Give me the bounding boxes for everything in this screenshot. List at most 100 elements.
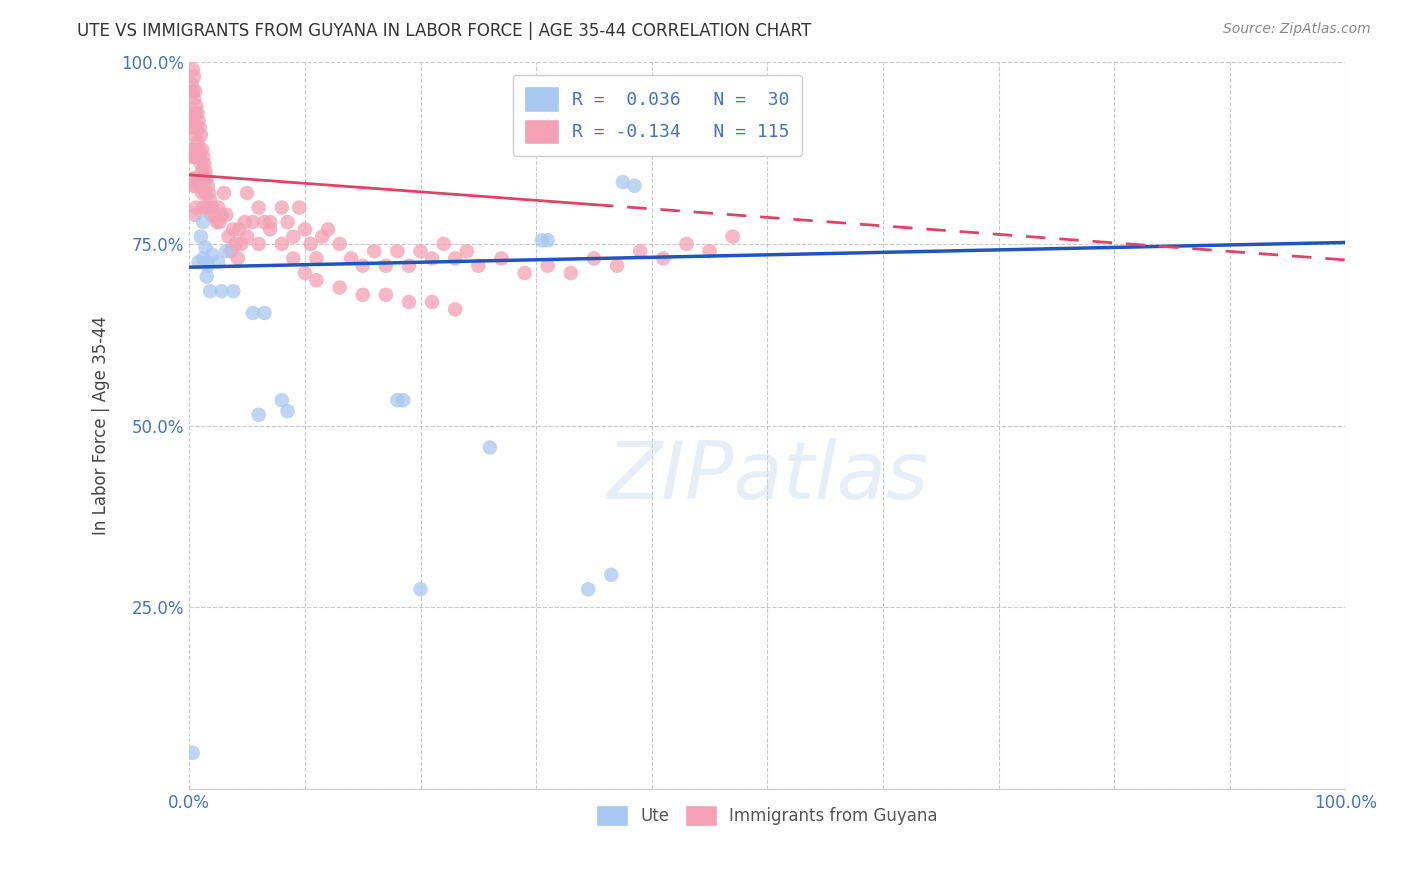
Point: [294, 222, 316, 236]
Point: [198, 284, 221, 298]
Point: [259, 215, 281, 229]
Point: [467, 259, 489, 273]
Point: [420, 295, 443, 310]
Point: [183, 91, 205, 105]
Point: [195, 171, 218, 186]
Point: [253, 215, 276, 229]
Point: [183, 70, 205, 84]
Point: [180, 77, 202, 91]
Point: [374, 259, 396, 273]
Point: [433, 236, 456, 251]
Point: [444, 302, 467, 317]
Point: [181, 113, 204, 128]
Point: [184, 208, 207, 222]
Point: [231, 236, 253, 251]
Point: [179, 106, 201, 120]
Point: [184, 128, 207, 142]
Point: [652, 252, 675, 266]
Point: [277, 404, 299, 418]
Point: [259, 222, 281, 236]
Point: [187, 255, 209, 269]
Point: [207, 201, 229, 215]
Point: [623, 178, 645, 193]
Point: [311, 229, 333, 244]
Point: [721, 229, 744, 244]
Point: [628, 244, 651, 259]
Point: [233, 215, 256, 229]
Point: [392, 393, 415, 408]
Text: Source: ZipAtlas.com: Source: ZipAtlas.com: [1223, 22, 1371, 37]
Point: [205, 215, 228, 229]
Point: [193, 157, 215, 171]
Point: [191, 142, 214, 156]
Point: [186, 201, 208, 215]
Point: [409, 582, 432, 597]
Point: [305, 252, 328, 266]
Point: [194, 241, 217, 255]
Point: [190, 128, 212, 142]
Point: [352, 259, 374, 273]
Point: [187, 142, 209, 156]
Point: [352, 287, 374, 301]
Point: [194, 186, 217, 200]
Point: [675, 236, 697, 251]
Point: [211, 284, 233, 298]
Point: [208, 215, 231, 229]
Point: [222, 222, 245, 236]
Point: [387, 244, 409, 259]
Point: [215, 208, 238, 222]
Point: [582, 252, 605, 266]
Point: [184, 150, 207, 164]
Point: [283, 252, 305, 266]
Point: [193, 150, 215, 164]
Point: [277, 215, 299, 229]
Point: [187, 113, 209, 128]
Point: [193, 215, 215, 229]
Point: [198, 186, 221, 200]
Point: [181, 142, 204, 156]
Point: [190, 157, 212, 171]
Point: [288, 201, 311, 215]
Point: [186, 171, 208, 186]
Point: [612, 175, 634, 189]
Point: [513, 266, 536, 280]
Point: [398, 295, 420, 310]
Point: [444, 252, 467, 266]
Point: [420, 252, 443, 266]
Point: [270, 201, 292, 215]
Point: [191, 186, 214, 200]
Point: [181, 84, 204, 98]
Point: [270, 236, 292, 251]
Point: [456, 244, 478, 259]
Point: [228, 222, 250, 236]
Point: [222, 284, 245, 298]
Point: [186, 150, 208, 164]
Point: [491, 252, 513, 266]
Point: [242, 215, 264, 229]
Point: [329, 280, 352, 294]
Point: [225, 236, 247, 251]
Point: [195, 269, 218, 284]
Point: [226, 252, 249, 266]
Point: [183, 178, 205, 193]
Point: [236, 186, 259, 200]
Point: [193, 252, 215, 266]
Point: [299, 236, 322, 251]
Point: [204, 208, 226, 222]
Point: [247, 236, 270, 251]
Point: [186, 120, 208, 135]
Point: [190, 229, 212, 244]
Point: [409, 244, 432, 259]
Point: [180, 150, 202, 164]
Point: [606, 259, 628, 273]
Point: [186, 135, 208, 149]
Point: [198, 194, 221, 208]
Point: [600, 567, 623, 582]
Point: [537, 233, 560, 247]
Point: [207, 255, 229, 269]
Point: [329, 236, 352, 251]
Point: [699, 244, 721, 259]
Point: [247, 201, 270, 215]
Point: [183, 120, 205, 135]
Point: [211, 208, 233, 222]
